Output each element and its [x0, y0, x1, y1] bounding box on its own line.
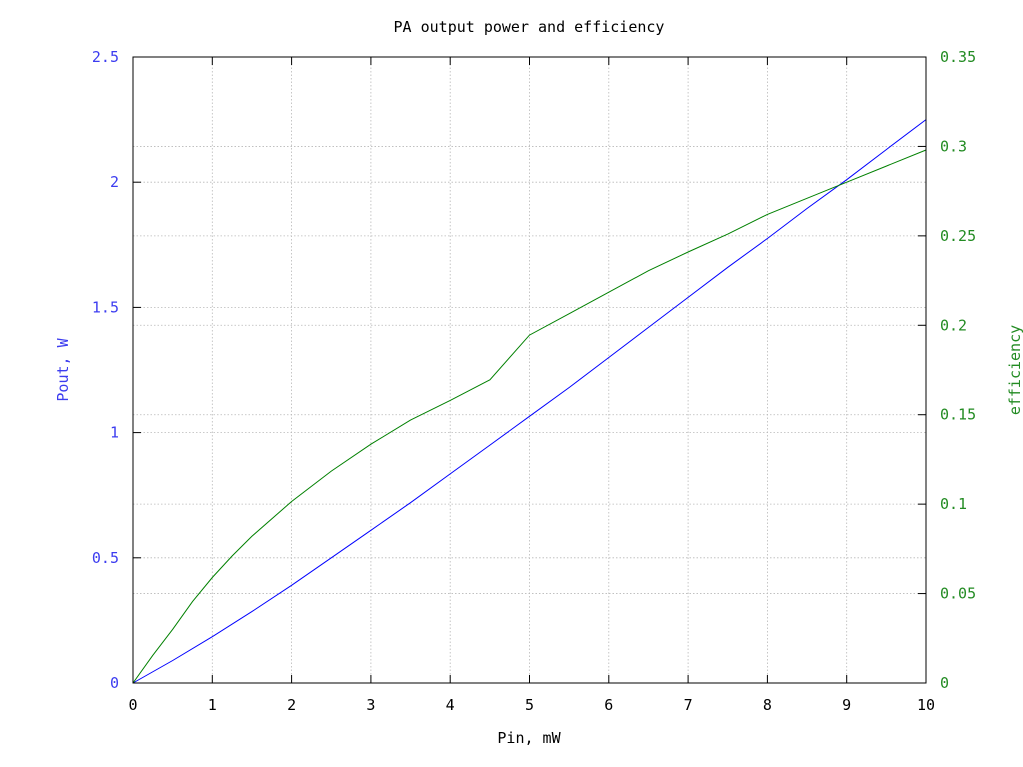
y-right-tick-label: 0.25 [940, 227, 976, 245]
y-right-tick-label: 0.2 [940, 316, 967, 334]
x-tick-label: 10 [917, 696, 935, 714]
x-tick-label: 1 [208, 696, 217, 714]
grid [133, 57, 926, 683]
plot-area [132, 119, 927, 684]
y-left-tick-label: 2.5 [92, 48, 119, 66]
y-right-tick-label: 0.15 [940, 406, 976, 424]
x-tick-label: 2 [287, 696, 296, 714]
y-left-tick-label: 2 [110, 173, 119, 191]
x-tick-labels: 0 1 2 3 4 5 6 7 8 9 10 [128, 696, 935, 714]
y-right-axis-label: efficiency [1006, 325, 1023, 415]
x-tick-label: 0 [128, 696, 137, 714]
x-tick-label: 3 [366, 696, 375, 714]
y-right-tick-label: 0.3 [940, 137, 967, 155]
x-axis-label: Pin, mW [497, 729, 561, 747]
x-tick-label: 4 [446, 696, 455, 714]
x-tick-label: 9 [842, 696, 851, 714]
x-tick-label: 6 [604, 696, 613, 714]
y-left-axis-label: Pout, W [54, 337, 72, 401]
y-right-tick-label: 0.05 [940, 585, 976, 603]
y-right-tick-label: 0.1 [940, 495, 967, 513]
x-tick-label: 5 [525, 696, 534, 714]
chart-title: PA output power and efficiency [394, 18, 665, 36]
y-left-tick-labels: 0 0.5 1 1.5 2 2.5 [92, 48, 119, 692]
y-left-tick-label: 0.5 [92, 549, 119, 567]
y-left-tick-label: 1 [110, 424, 119, 442]
y-right-tick-label: 0.35 [940, 48, 976, 66]
x-tick-label: 8 [763, 696, 772, 714]
efficiency-series-line [132, 149, 927, 684]
x-tick-label: 7 [684, 696, 693, 714]
pout-series-line [132, 119, 927, 684]
y-left-tick-label: 1.5 [92, 298, 119, 316]
ticks [132, 56, 927, 684]
y-right-tick-label: 0 [940, 674, 949, 692]
y-left-tick-label: 0 [110, 674, 119, 692]
y-right-tick-labels: 0 0.05 0.1 0.15 0.2 0.25 0.3 0.35 [940, 48, 976, 692]
